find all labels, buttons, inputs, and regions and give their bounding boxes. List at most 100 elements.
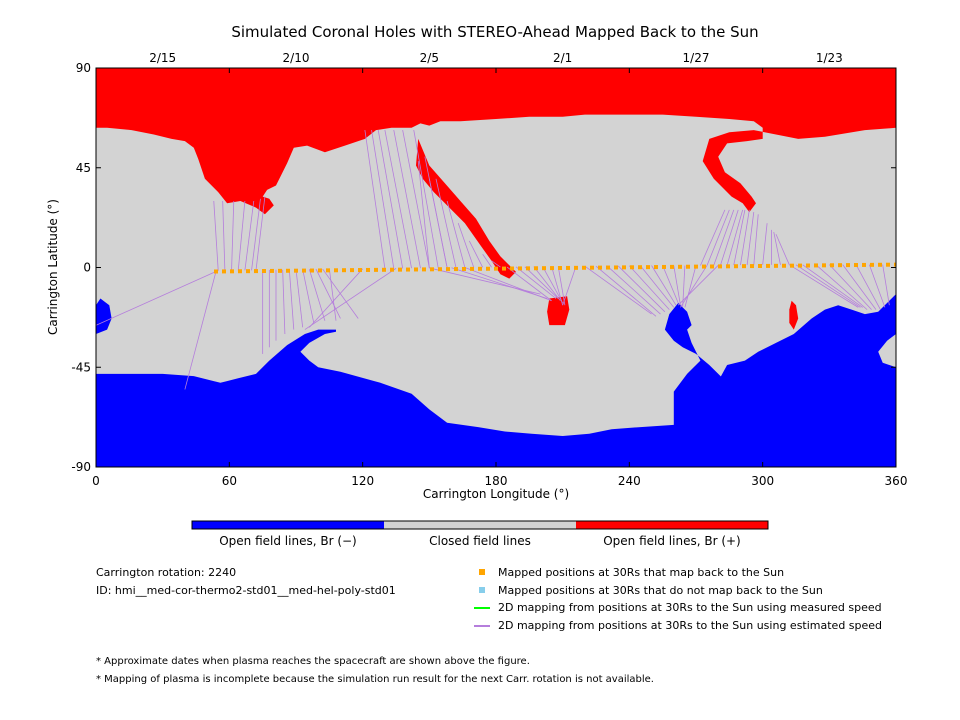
mapped-point-17 bbox=[350, 268, 354, 273]
estimated-mapping-line-16 bbox=[308, 269, 326, 321]
mapped-point-82 bbox=[870, 262, 874, 267]
mapped-point-77 bbox=[830, 263, 834, 268]
estimated-mapping-line-13 bbox=[288, 269, 295, 330]
estimated-mapping-line-65 bbox=[720, 209, 739, 266]
mapped-point-34 bbox=[486, 266, 490, 271]
estimated-mapping-line-36 bbox=[417, 161, 430, 268]
colorbar: Open field lines, Br (−) Closed field lin… bbox=[191, 520, 769, 548]
note-incomplete: * Mapping of plasma is incomplete becaus… bbox=[96, 674, 654, 685]
estimated-mapping-line-57 bbox=[673, 265, 681, 306]
mapped-point-20 bbox=[374, 267, 378, 272]
mapped-point-0 bbox=[214, 269, 218, 274]
mapped-point-15 bbox=[334, 268, 338, 273]
mapped-point-9 bbox=[286, 268, 290, 273]
date-label-1: 2/10 bbox=[283, 51, 310, 65]
date-label-4: 1/27 bbox=[683, 51, 710, 65]
estimated-mapping-line-43 bbox=[557, 266, 566, 306]
estimated-mapping-line-30 bbox=[435, 178, 457, 268]
mapped-point-68 bbox=[758, 263, 762, 268]
estimated-mapping-line-56 bbox=[662, 265, 679, 304]
estimated-mapping-line-19 bbox=[328, 268, 337, 321]
mapped-point-3 bbox=[238, 269, 242, 274]
estimated-mapping-line-0 bbox=[96, 271, 217, 326]
colorbar-label-1: Closed field lines bbox=[429, 534, 531, 548]
estimated-mapping-line-82 bbox=[789, 264, 859, 308]
colorbar-segment-2 bbox=[576, 521, 768, 529]
mapped-point-63 bbox=[718, 264, 722, 269]
mapped-point-31 bbox=[462, 266, 466, 271]
legend-text-unmapped: Mapped positions at 30Rs that do not map… bbox=[498, 584, 823, 597]
mapped-point-49 bbox=[606, 265, 610, 270]
mapped-point-42 bbox=[550, 266, 554, 271]
x-tick-label-3: 180 bbox=[485, 474, 508, 488]
estimated-mapping-line-8 bbox=[255, 196, 266, 271]
mapped-point-80 bbox=[854, 263, 858, 268]
carrington-rotation-text: Carrington rotation: 2240 bbox=[96, 566, 237, 579]
mapped-point-50 bbox=[614, 265, 618, 270]
mapped-point-32 bbox=[470, 266, 474, 271]
legend-text-mapped: Mapped positions at 30Rs that map back t… bbox=[498, 566, 785, 579]
mapped-point-59 bbox=[686, 264, 690, 269]
estimated-mapping-line-38 bbox=[506, 266, 552, 302]
estimated-mapping-line-55 bbox=[651, 265, 677, 306]
mapped-point-51 bbox=[622, 265, 626, 270]
x-tick-label-2: 120 bbox=[351, 474, 374, 488]
estimated-mapping-line-50 bbox=[595, 265, 657, 317]
mapped-point-23 bbox=[398, 267, 402, 272]
plot-area bbox=[96, 68, 896, 467]
positive-open-region-3 bbox=[789, 300, 799, 330]
mapped-point-79 bbox=[846, 263, 850, 268]
estimated-mapping-line-5 bbox=[237, 200, 246, 271]
mapped-point-48 bbox=[598, 265, 602, 270]
mapped-point-47 bbox=[590, 265, 594, 270]
estimated-mapping-line-23 bbox=[371, 130, 395, 269]
colorbar-segment-0 bbox=[192, 521, 384, 529]
mapped-point-53 bbox=[638, 265, 642, 270]
mapped-point-84 bbox=[886, 262, 890, 267]
mapped-point-1 bbox=[222, 269, 226, 274]
estimated-mapping-line-62 bbox=[700, 209, 726, 266]
estimated-mapping-line-77 bbox=[829, 264, 872, 310]
estimated-mapping-line-75 bbox=[802, 264, 863, 308]
mapped-point-29 bbox=[446, 267, 450, 272]
mapped-point-64 bbox=[726, 264, 730, 269]
y-tick-label-4: -90 bbox=[71, 460, 91, 474]
estimated-mapping-line-64 bbox=[713, 209, 735, 266]
estimated-mapping-line-68 bbox=[740, 209, 750, 266]
estimated-mapping-line-27 bbox=[402, 129, 430, 269]
negative-open-region-2 bbox=[664, 303, 896, 467]
mapped-point-61 bbox=[702, 264, 706, 269]
estimated-mapping-line-59 bbox=[684, 265, 697, 308]
mapped-point-55 bbox=[654, 265, 658, 270]
mapped-point-10 bbox=[294, 268, 298, 273]
legend-marker-unmapped bbox=[479, 587, 485, 593]
mapped-point-8 bbox=[278, 268, 282, 273]
estimated-mapping-line-48 bbox=[464, 267, 552, 302]
estimated-mapping-line-6 bbox=[244, 200, 255, 271]
mapped-point-24 bbox=[406, 267, 410, 272]
mapped-point-38 bbox=[518, 266, 522, 271]
estimated-mapping-line-31 bbox=[446, 200, 466, 268]
estimated-mapping-line-47 bbox=[451, 267, 548, 299]
mapped-point-5 bbox=[254, 269, 258, 274]
estimated-mapping-line-61 bbox=[677, 265, 719, 306]
estimated-mapping-line-40 bbox=[524, 266, 559, 299]
date-label-0: 2/15 bbox=[149, 51, 176, 65]
legend-line-measured bbox=[474, 607, 490, 609]
legend-text-measured: 2D mapping from positions at 30Rs to the… bbox=[498, 601, 882, 614]
mapped-point-14 bbox=[326, 268, 330, 273]
mapped-point-52 bbox=[630, 265, 634, 270]
estimated-mapping-line-2 bbox=[213, 200, 219, 271]
mapped-point-78 bbox=[838, 263, 842, 268]
negative-open-region-1 bbox=[96, 298, 112, 334]
estimated-mapping-line-20 bbox=[309, 268, 363, 328]
legend-line-estimated bbox=[474, 625, 490, 627]
mapped-point-60 bbox=[694, 264, 698, 269]
estimated-mapping-line-52 bbox=[617, 265, 666, 313]
mapped-point-27 bbox=[430, 267, 434, 272]
mapped-point-13 bbox=[318, 268, 322, 273]
estimated-mapping-line-51 bbox=[606, 265, 661, 315]
estimated-mapping-line-67 bbox=[733, 209, 746, 266]
mapped-point-33 bbox=[478, 266, 482, 271]
